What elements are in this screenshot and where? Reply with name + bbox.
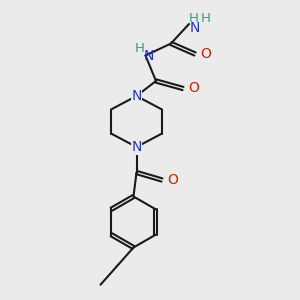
Text: N: N xyxy=(144,49,154,62)
Text: O: O xyxy=(200,47,211,61)
Text: O: O xyxy=(167,173,178,187)
Text: H: H xyxy=(200,12,210,25)
Text: N: N xyxy=(189,21,200,34)
Text: N: N xyxy=(131,89,142,103)
Text: O: O xyxy=(188,82,199,95)
Text: H: H xyxy=(135,42,145,56)
Text: N: N xyxy=(131,140,142,154)
Text: H: H xyxy=(189,12,199,25)
